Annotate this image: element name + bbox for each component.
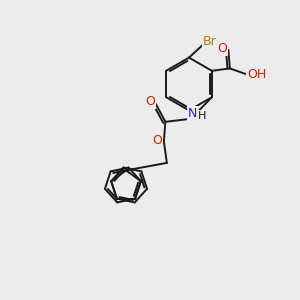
Text: O: O bbox=[146, 95, 155, 108]
Text: O: O bbox=[218, 42, 227, 55]
Text: H: H bbox=[198, 111, 206, 121]
Text: Br: Br bbox=[203, 35, 217, 48]
Text: OH: OH bbox=[247, 68, 266, 81]
Text: O: O bbox=[152, 134, 162, 147]
Text: N: N bbox=[188, 107, 197, 120]
